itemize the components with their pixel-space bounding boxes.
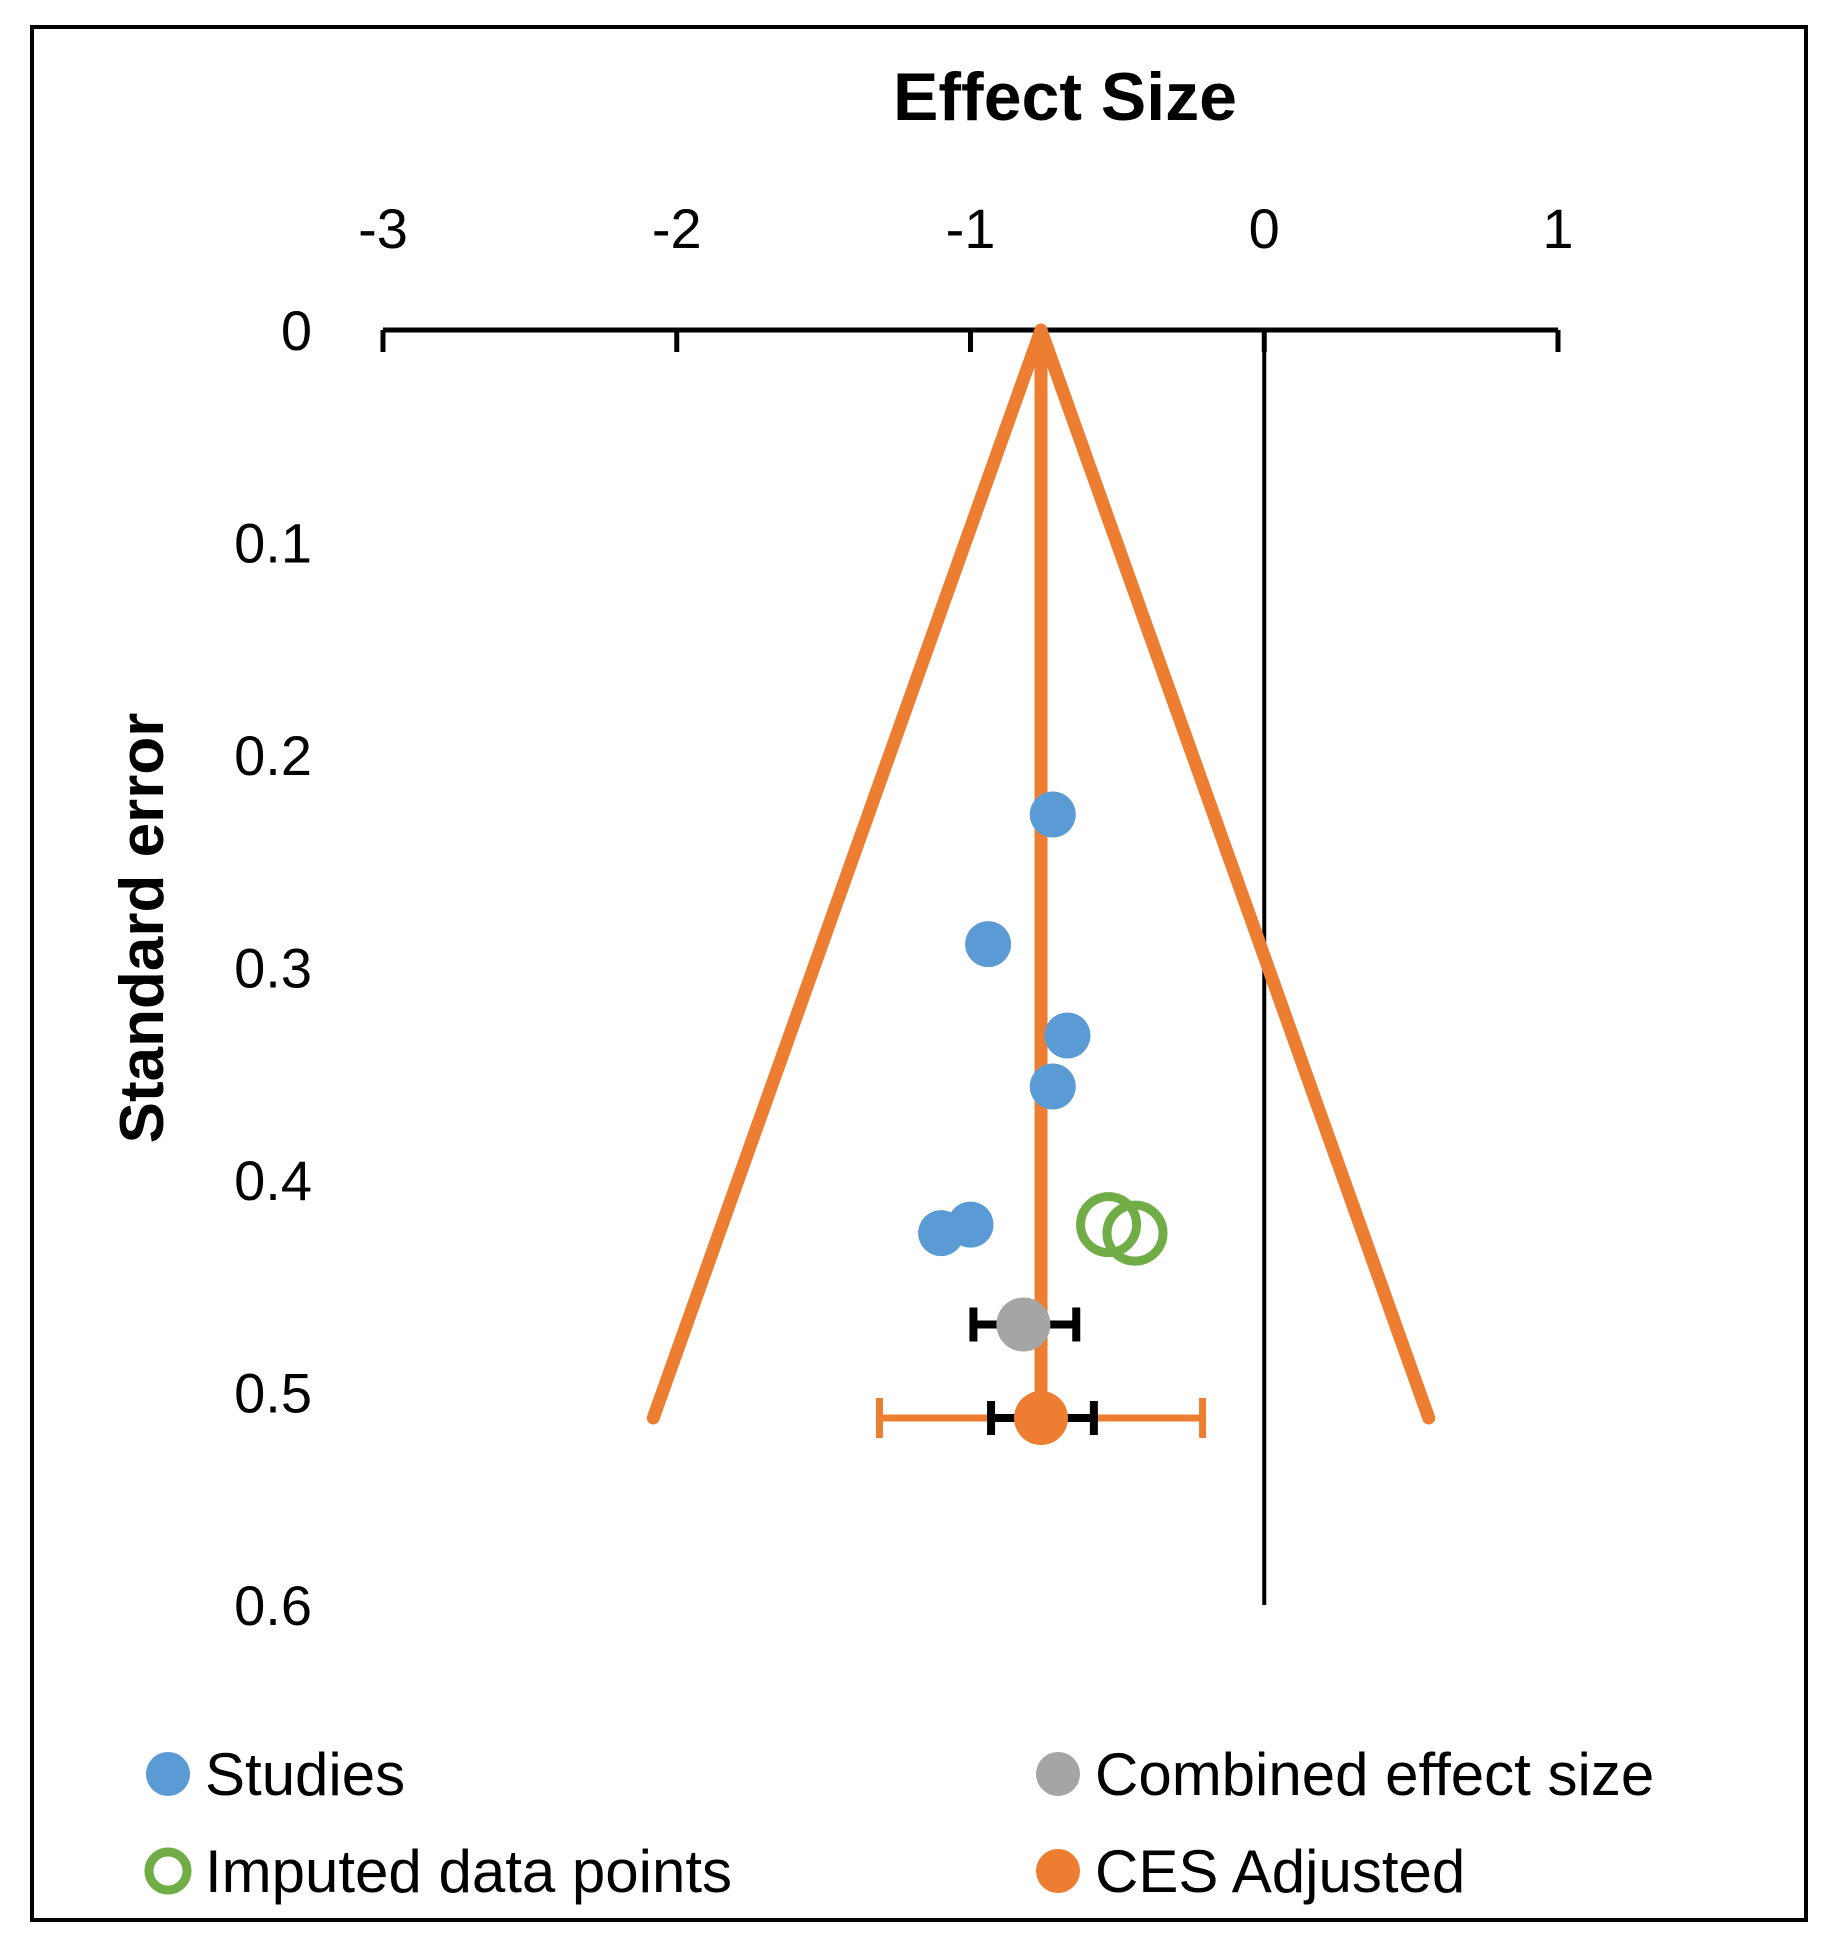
combined-effect-point bbox=[996, 1297, 1051, 1352]
y-axis-label: Standard error bbox=[108, 713, 177, 1144]
y-tick-label-5: 0.5 bbox=[234, 1362, 312, 1425]
legend-adjusted-marker bbox=[1036, 1849, 1080, 1893]
y-tick-label-0: 0 bbox=[281, 299, 312, 362]
y-tick-label-6: 0.6 bbox=[234, 1574, 312, 1637]
plot-area: -3 -2 -1 0 1 0 0.1 0.2 0.3 0.4 0.5 0.6 bbox=[234, 197, 1573, 1637]
study-point-1 bbox=[965, 921, 1012, 968]
legend-imputed-label: Imputed data points bbox=[205, 1838, 732, 1905]
x-tick-label-3: 0 bbox=[1249, 197, 1280, 260]
legend-studies-marker bbox=[146, 1752, 190, 1796]
legend-imputed-marker bbox=[144, 1847, 192, 1895]
imputed-point-0 bbox=[1076, 1192, 1142, 1258]
chart-border bbox=[30, 25, 1808, 1922]
legend-combined-marker bbox=[1036, 1752, 1080, 1796]
study-point-0 bbox=[1029, 791, 1076, 838]
y-tick-label-4: 0.4 bbox=[234, 1149, 312, 1212]
imputed-point-1 bbox=[1102, 1200, 1168, 1266]
y-tick-label-3: 0.3 bbox=[234, 937, 312, 1000]
legend-combined-label: Combined effect size bbox=[1095, 1741, 1654, 1808]
study-point-3 bbox=[1029, 1063, 1076, 1110]
adjusted-effect-point bbox=[1014, 1391, 1068, 1445]
x-tick-label-0: -3 bbox=[358, 197, 408, 260]
legend: Studies Combined effect size Imputed dat… bbox=[144, 1741, 1654, 1905]
study-point-5 bbox=[918, 1210, 965, 1257]
study-point-2 bbox=[1044, 1012, 1091, 1059]
y-tick-label-2: 0.2 bbox=[234, 724, 312, 787]
y-tick-label-1: 0.1 bbox=[234, 512, 312, 575]
legend-studies-label: Studies bbox=[205, 1741, 405, 1808]
x-tick-label-2: -1 bbox=[946, 197, 996, 260]
x-tick-label-4: 1 bbox=[1542, 197, 1573, 260]
chart-title: Effect Size bbox=[893, 59, 1237, 135]
x-tick-label-1: -2 bbox=[652, 197, 702, 260]
legend-adjusted-label: CES Adjusted bbox=[1095, 1838, 1465, 1905]
